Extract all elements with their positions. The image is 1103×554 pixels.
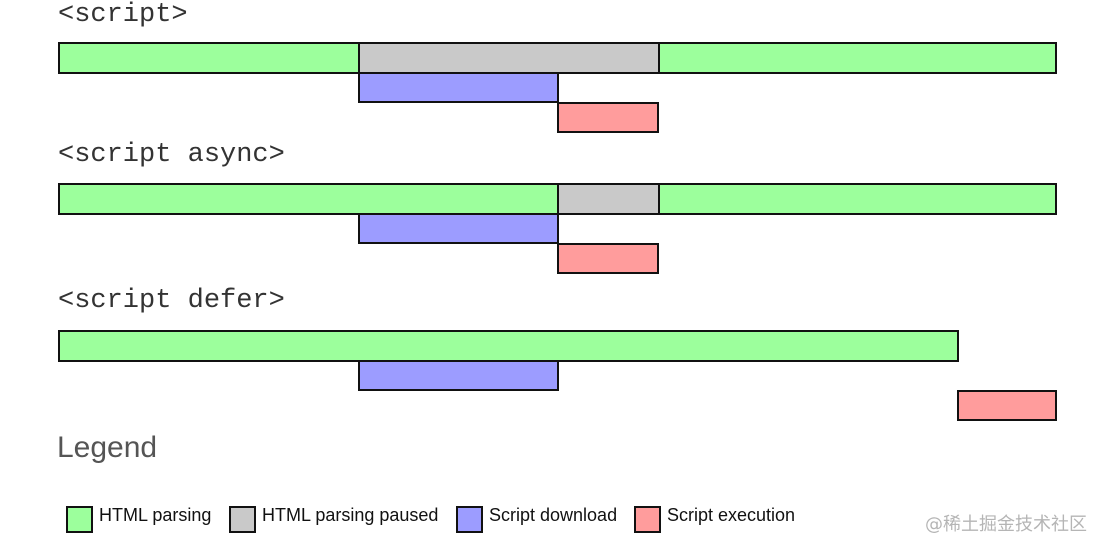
bar-script-download: [358, 213, 559, 244]
legend-swatch-html-parsing: [66, 506, 93, 533]
legend-swatch-html-parsing-paused: [229, 506, 256, 533]
bar-html-parsing-paused: [557, 183, 660, 215]
bar-html-parsing: [658, 42, 1057, 74]
legend-swatch-script-download: [456, 506, 483, 533]
section-label-script: <script>: [58, 0, 188, 30]
legend-label-script-download: Script download: [489, 505, 618, 525]
bar-html-parsing: [58, 330, 959, 362]
legend-label-html-parsing: HTML parsing: [99, 505, 212, 525]
bar-html-parsing: [58, 42, 360, 74]
bar-html-parsing-paused: [358, 42, 660, 74]
section-label-script-defer: <script defer>: [58, 286, 285, 316]
bar-html-parsing: [58, 183, 559, 215]
bar-script-execution: [557, 102, 659, 133]
bar-html-parsing: [658, 183, 1057, 215]
legend-label-script-execution: Script execution: [667, 505, 796, 525]
bar-script-download: [358, 360, 559, 391]
bar-script-download: [358, 72, 559, 103]
section-label-script-async: <script async>: [58, 140, 285, 170]
bar-script-execution: [557, 243, 659, 274]
legend-title: Legend: [57, 431, 158, 464]
bar-script-execution: [957, 390, 1057, 421]
legend-swatch-script-execution: [634, 506, 661, 533]
legend-label-html-parsing-paused: HTML parsing paused: [262, 505, 439, 525]
watermark: @稀土掘金技术社区: [925, 514, 1087, 535]
